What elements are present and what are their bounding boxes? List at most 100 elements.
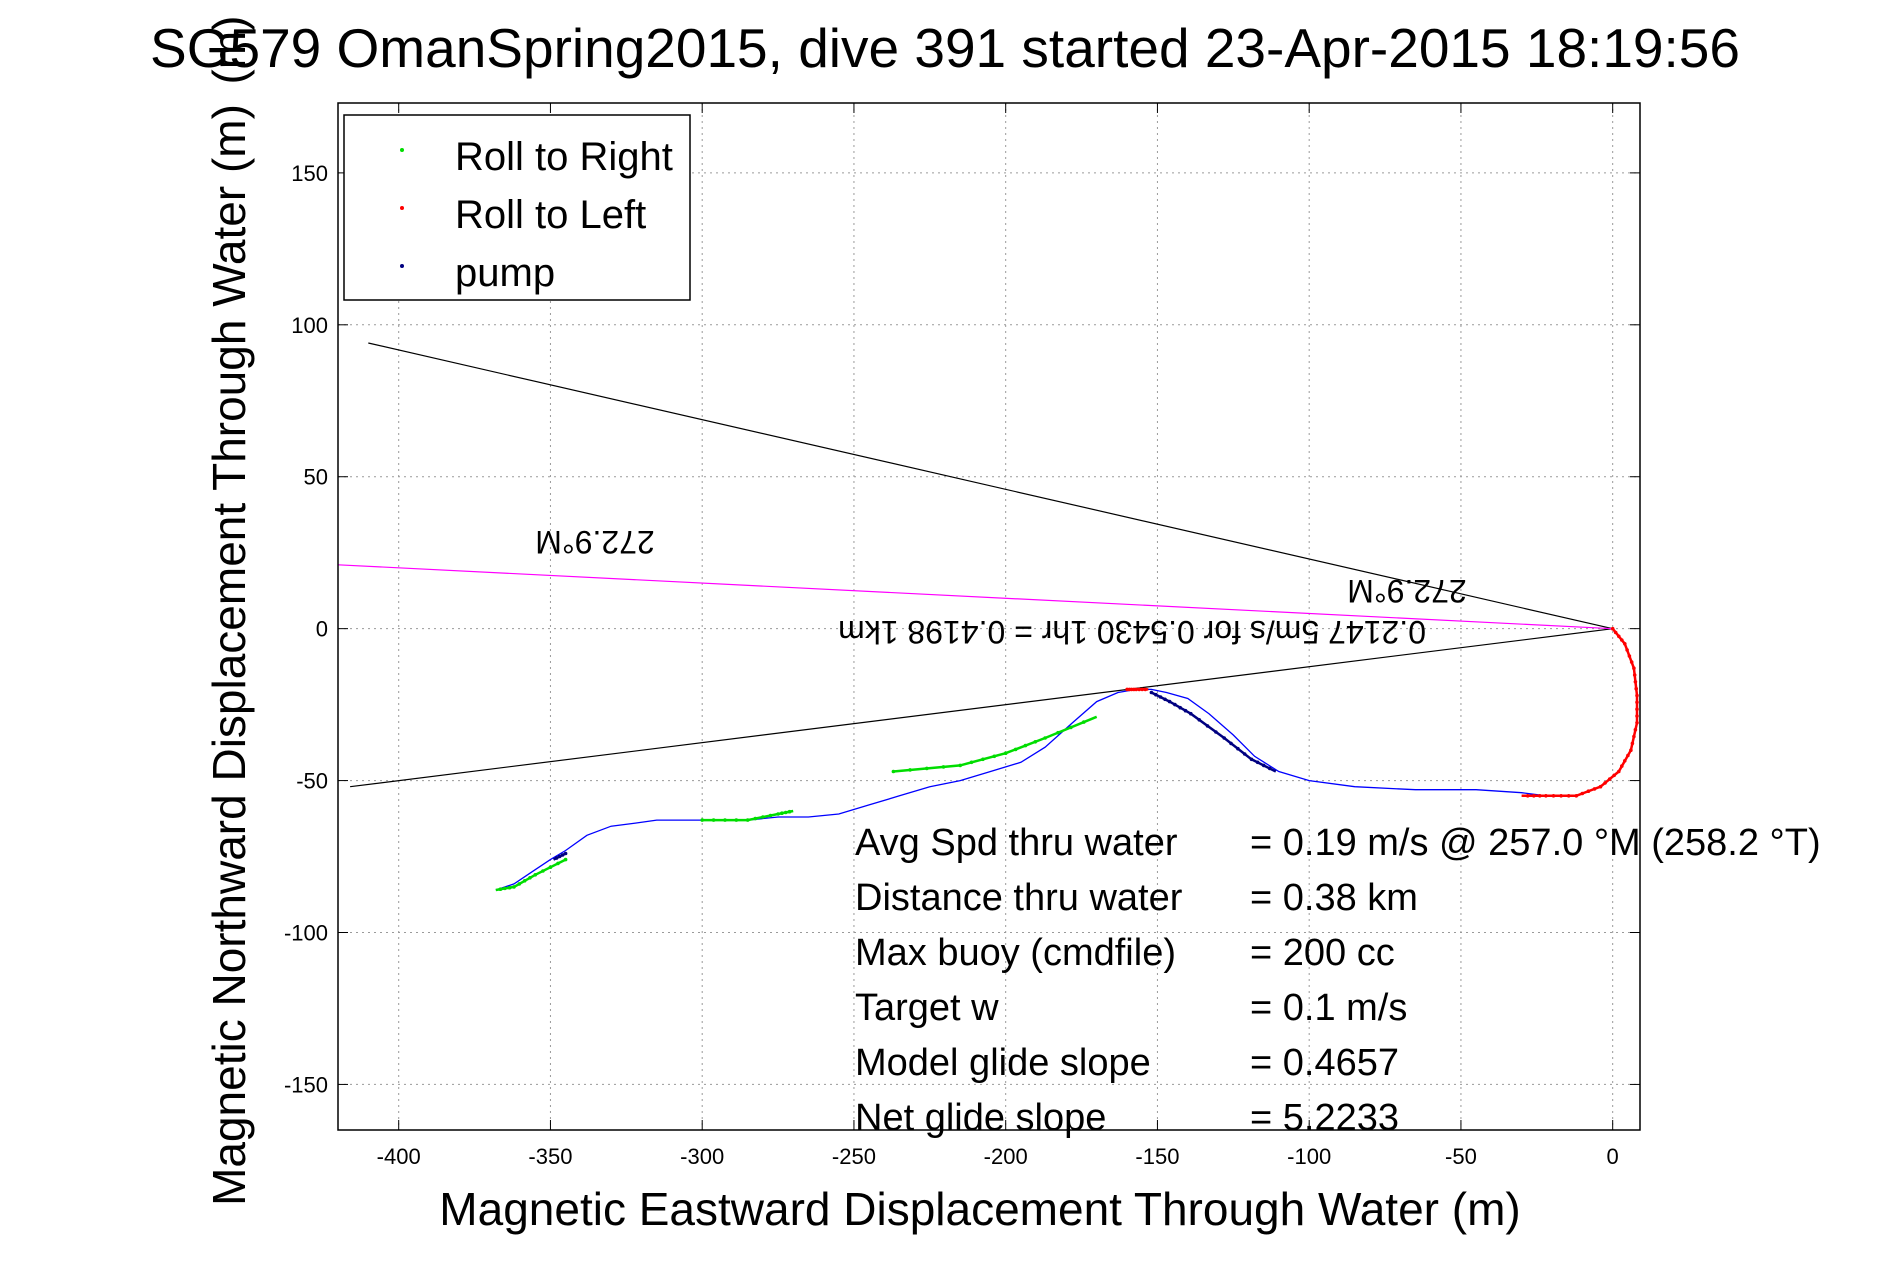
plot-frame	[337, 102, 1641, 1131]
pump-point	[563, 851, 568, 856]
roll-left-point	[1633, 727, 1638, 732]
pump-point	[1154, 692, 1158, 697]
roll-left-point	[1612, 773, 1616, 778]
stat-max-buoy-label: Max buoy (cmdfile)	[855, 932, 1176, 974]
roll-left-point	[1538, 794, 1542, 798]
pump-point	[1222, 736, 1226, 740]
roll-right-point	[891, 769, 896, 774]
stat-net-glide-value: = 5.2233	[1250, 1097, 1399, 1139]
pump-point	[1197, 718, 1201, 722]
roll-left-point	[1620, 638, 1624, 642]
roll-right-point	[783, 810, 788, 815]
roll-left-point	[1143, 687, 1148, 692]
roll-left-point	[1532, 794, 1536, 798]
roll-left-point	[1635, 721, 1639, 725]
roll-left-point	[1140, 687, 1145, 692]
x-tick-label: 0	[1607, 1144, 1619, 1169]
pump-point	[1229, 741, 1233, 746]
pump-point	[1249, 757, 1254, 762]
roll-left-point	[1617, 769, 1621, 774]
roll-left-point	[1559, 794, 1563, 798]
roll-left-point	[1613, 630, 1618, 635]
roll-left-point	[1610, 626, 1615, 631]
y-tick-label: 50	[304, 465, 328, 490]
stat-model-glide-label: Model glide slope	[855, 1042, 1151, 1084]
roll-right-point	[992, 754, 997, 759]
roll-right-point	[908, 768, 912, 772]
roll-left-point	[1623, 759, 1627, 763]
track-layer	[495, 626, 1639, 892]
pump-point	[1183, 708, 1188, 713]
legend-pump-label: pump	[455, 251, 555, 295]
roll-right-point	[768, 813, 773, 818]
y-tick-label: 100	[291, 313, 328, 338]
x-tick-label: -100	[1287, 1144, 1331, 1169]
roll-left-point	[1586, 789, 1591, 793]
roll-right-point	[522, 879, 527, 883]
y-tick-label: 150	[291, 161, 328, 186]
roll-left-point	[1566, 794, 1571, 798]
pump-point	[1242, 752, 1247, 756]
roll-left-point	[1607, 777, 1612, 781]
roll-left-point	[1634, 686, 1638, 691]
roll-left-point	[1632, 673, 1637, 677]
x-tick-label: -400	[377, 1144, 421, 1169]
roll-right-point	[533, 873, 538, 877]
roll-left-point	[1580, 791, 1585, 796]
roll-right-point	[1003, 751, 1008, 755]
y-tick-label: -100	[284, 921, 328, 946]
legend-roll-left-marker	[400, 206, 404, 210]
stat-avg-speed-label: Avg Spd thru water	[855, 822, 1178, 864]
dive-stats: Avg Spd thru water = 0.19 m/s @ 257.0 °M…	[855, 822, 1821, 1139]
y-tick-label: -150	[284, 1072, 328, 1097]
roll-right-point	[1043, 736, 1047, 740]
pump-point	[1149, 690, 1154, 695]
roll-right-point	[711, 818, 716, 822]
roll-left-point	[1574, 794, 1579, 798]
heading-annotation-lower: 272.9°M	[1347, 573, 1467, 609]
stat-avg-speed-value: = 0.19 m/s @ 257.0 °M (258.2 °T)	[1250, 822, 1821, 864]
roll-right-point	[1082, 720, 1086, 724]
speed-annotation: 0.2147 5m/s for 0.5430 1hr = 0.4198 1km	[838, 614, 1426, 650]
roll-right-point	[734, 818, 739, 822]
x-tick-label: -200	[984, 1144, 1028, 1169]
roll-right-point	[745, 818, 750, 822]
roll-left-point	[1635, 693, 1639, 698]
roll-left-point	[1592, 787, 1597, 791]
roll-right-point	[969, 760, 974, 765]
legend-roll-right-label: Roll to Right	[455, 135, 673, 179]
pump-point	[1189, 711, 1193, 716]
heading-annotation-upper: 272.9°M	[535, 524, 655, 560]
roll-left-point	[1626, 753, 1630, 758]
x-axis-label: Magnetic Eastward Displacement Through W…	[439, 1183, 1520, 1235]
roll-right-point	[787, 809, 792, 814]
y-axis-label: Magnetic Northward Displacement Through …	[203, 104, 255, 1206]
roll-right-point	[723, 818, 727, 822]
roll-left-point	[1632, 666, 1636, 670]
pump-point	[1173, 702, 1177, 707]
roll-left-point	[1603, 781, 1607, 785]
bearing-lines	[337, 342, 1613, 788]
bearing-line	[350, 628, 1613, 788]
roll-left-point	[1625, 648, 1629, 652]
roll-right-point	[541, 869, 545, 873]
roll-left-point	[1627, 654, 1632, 658]
roll-left-point	[1544, 794, 1548, 798]
legend-roll-left-label: Roll to Left	[455, 193, 646, 237]
axis-ticks: -400 -350 -300 -250 -200 -150 -100 -50 0 150 100 50…	[284, 103, 1640, 1169]
roll-right-point	[528, 876, 532, 880]
pump-point	[1261, 763, 1266, 768]
roll-left-point	[1620, 764, 1624, 768]
roll-left-point	[1623, 642, 1627, 646]
y-tick-label: -50	[296, 769, 328, 794]
pump-point	[1163, 697, 1167, 702]
roll-left-point	[1551, 794, 1556, 798]
pump-point	[1267, 766, 1272, 771]
roll-right-point	[700, 818, 704, 822]
roll-right-point	[958, 763, 962, 768]
roll-right-point	[925, 766, 929, 771]
x-tick-label: -300	[680, 1144, 724, 1169]
pump-point	[1178, 705, 1182, 710]
roll-right-point	[1013, 747, 1018, 752]
y-axis-unit-overlay: (m)	[203, 16, 255, 85]
